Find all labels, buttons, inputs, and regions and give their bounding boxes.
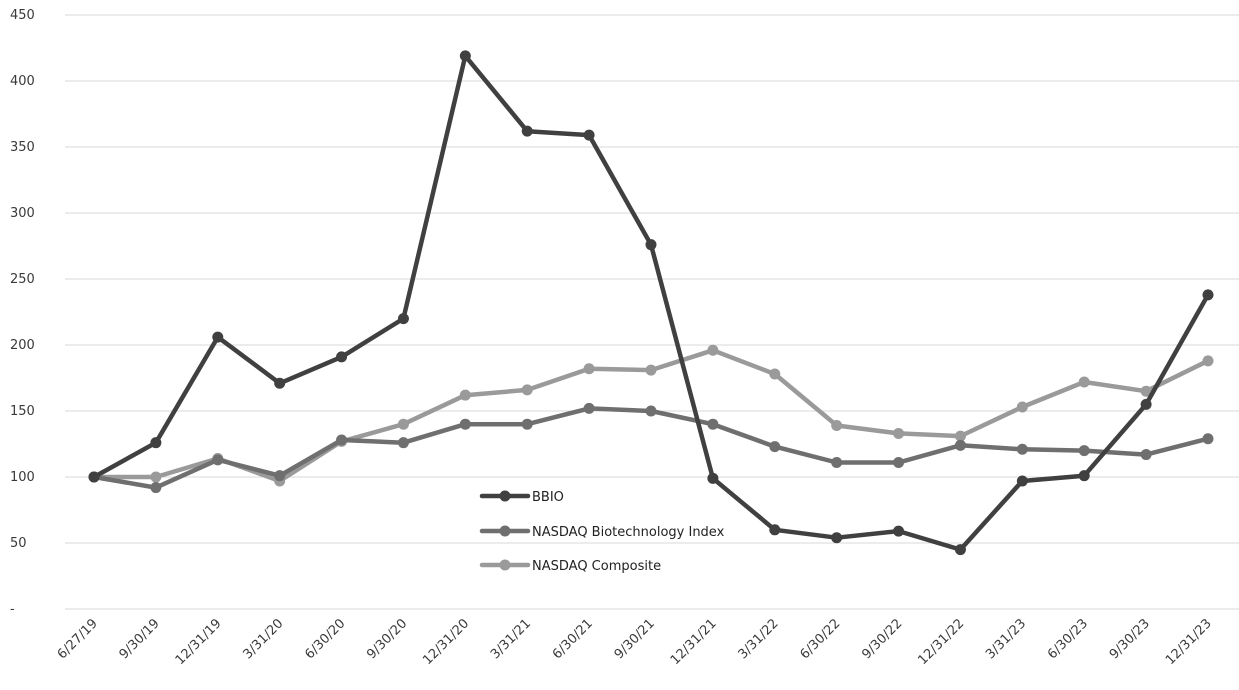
- data-point: [397, 437, 409, 449]
- data-point: [583, 363, 595, 375]
- legend-label: BBIO: [532, 490, 564, 505]
- data-point: [1078, 445, 1090, 457]
- x-tick-label: 12/31/23: [1163, 616, 1215, 668]
- data-point: [274, 377, 286, 389]
- data-point: [397, 418, 409, 430]
- data-point: [397, 313, 409, 325]
- data-point: [954, 439, 966, 451]
- x-tick-label: 6/30/22: [797, 616, 843, 662]
- x-tick-label: 9/30/19: [117, 616, 163, 662]
- x-tick-label: 6/30/20: [302, 616, 348, 662]
- data-point: [521, 384, 533, 396]
- legend-item: BBIO: [479, 490, 564, 505]
- x-tick-label: 3/31/20: [240, 616, 286, 662]
- data-point: [769, 524, 781, 536]
- series-lines: [88, 50, 1214, 556]
- data-point: [1140, 449, 1152, 461]
- data-point: [583, 402, 595, 414]
- x-tick-label: 9/30/21: [612, 616, 658, 662]
- data-point: [1202, 355, 1214, 367]
- data-point: [707, 418, 719, 430]
- x-tick-label: 12/31/19: [173, 616, 225, 668]
- legend: BBIO NASDAQ Biotechnology Index NASDAQ Com…: [479, 490, 725, 574]
- data-point: [150, 471, 162, 483]
- gridlines: [65, 14, 1239, 610]
- data-point: [954, 430, 966, 442]
- data-point: [459, 418, 471, 430]
- y-tick-label: 250: [10, 272, 35, 287]
- y-tick-label: 300: [10, 206, 35, 221]
- x-tick-label: 6/27/19: [55, 616, 101, 662]
- series-0: [88, 50, 1214, 556]
- data-point: [274, 470, 286, 482]
- data-point: [583, 129, 595, 141]
- x-tick-label: 9/30/20: [364, 616, 410, 662]
- data-point: [150, 482, 162, 494]
- x-tick-label: 3/31/23: [983, 616, 1029, 662]
- data-point: [831, 420, 843, 432]
- y-axis-tick-labels: - 50 100 150 200 250 300 350 400 450: [10, 8, 35, 617]
- data-point: [1016, 401, 1028, 413]
- x-tick-label: 6/30/21: [550, 616, 596, 662]
- data-point: [831, 456, 843, 468]
- data-point: [521, 125, 533, 137]
- data-point: [645, 364, 657, 376]
- data-point: [707, 472, 719, 484]
- data-point: [212, 454, 224, 466]
- legend-label: NASDAQ Biotechnology Index: [532, 525, 725, 540]
- y-tick-label: -: [10, 602, 15, 617]
- x-axis-tick-labels: 6/27/19 9/30/19 12/31/19 3/31/20 6/30/20 9/30…: [55, 616, 1215, 668]
- x-tick-label: 9/30/22: [859, 616, 905, 662]
- data-point: [1140, 385, 1152, 397]
- x-tick-label: 3/31/22: [736, 616, 782, 662]
- y-tick-label: 100: [10, 470, 35, 485]
- data-point: [150, 437, 162, 449]
- data-point: [521, 418, 533, 430]
- data-point: [1078, 470, 1090, 482]
- data-point: [893, 456, 905, 468]
- data-point: [1140, 398, 1152, 410]
- data-point: [336, 351, 348, 363]
- y-tick-label: 450: [10, 8, 35, 23]
- data-point: [1016, 475, 1028, 487]
- legend-swatch-marker: [499, 490, 511, 502]
- data-point: [88, 471, 100, 483]
- y-tick-label: 150: [10, 404, 35, 419]
- data-point: [707, 344, 719, 356]
- data-point: [1202, 289, 1214, 301]
- data-point: [954, 544, 966, 556]
- data-point: [769, 441, 781, 453]
- x-tick-label: 12/31/20: [420, 616, 472, 668]
- data-point: [1202, 433, 1214, 445]
- legend-label: NASDAQ Composite: [532, 559, 661, 574]
- data-point: [893, 525, 905, 537]
- y-tick-label: 50: [10, 536, 27, 551]
- x-tick-label: 12/31/21: [668, 616, 720, 668]
- data-point: [1016, 443, 1028, 455]
- data-point: [212, 331, 224, 343]
- legend-swatch-marker: [499, 525, 511, 537]
- data-point: [893, 427, 905, 439]
- data-point: [459, 50, 471, 62]
- x-tick-label: 12/31/22: [915, 616, 967, 668]
- y-tick-label: 350: [10, 140, 35, 155]
- data-point: [831, 532, 843, 544]
- data-point: [336, 434, 348, 446]
- x-tick-label: 3/31/21: [488, 616, 534, 662]
- data-point: [1078, 376, 1090, 388]
- y-tick-label: 200: [10, 338, 35, 353]
- data-point: [645, 239, 657, 251]
- legend-swatch-marker: [499, 559, 511, 571]
- data-point: [459, 389, 471, 401]
- data-point: [645, 405, 657, 417]
- x-tick-label: 6/30/23: [1045, 616, 1091, 662]
- legend-item: NASDAQ Biotechnology Index: [479, 525, 725, 540]
- x-tick-label: 9/30/23: [1107, 616, 1153, 662]
- data-point: [769, 368, 781, 380]
- legend-item: NASDAQ Composite: [479, 559, 661, 574]
- y-tick-label: 400: [10, 74, 35, 89]
